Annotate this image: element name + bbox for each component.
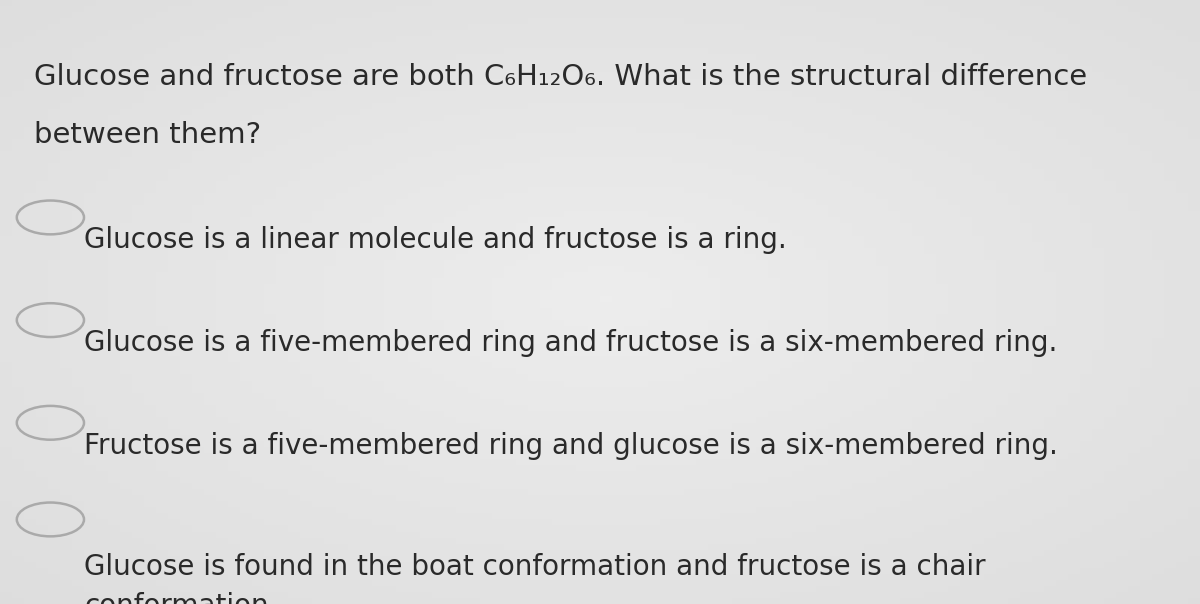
Text: Fructose is a five-membered ring and glucose is a six-membered ring.: Fructose is a five-membered ring and glu…: [84, 432, 1058, 460]
Text: Glucose is a linear molecule and fructose is a ring.: Glucose is a linear molecule and fructos…: [84, 226, 787, 254]
Text: Glucose and fructose are both C₆H₁₂O₆. What is the structural difference: Glucose and fructose are both C₆H₁₂O₆. W…: [34, 63, 1087, 91]
Text: Glucose is a five-membered ring and fructose is a six-membered ring.: Glucose is a five-membered ring and fruc…: [84, 329, 1057, 357]
Text: between them?: between them?: [34, 121, 260, 149]
Text: Glucose is found in the boat conformation and fructose is a chair
conformation.: Glucose is found in the boat conformatio…: [84, 553, 985, 604]
